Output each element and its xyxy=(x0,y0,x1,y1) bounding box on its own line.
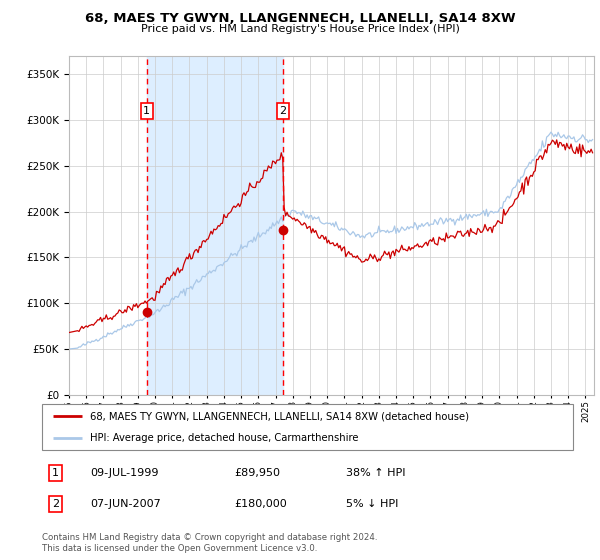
Text: Contains HM Land Registry data © Crown copyright and database right 2024.
This d: Contains HM Land Registry data © Crown c… xyxy=(42,533,377,553)
Text: 07-JUN-2007: 07-JUN-2007 xyxy=(90,499,161,509)
Text: 68, MAES TY GWYN, LLANGENNECH, LLANELLI, SA14 8XW: 68, MAES TY GWYN, LLANGENNECH, LLANELLI,… xyxy=(85,12,515,25)
Text: £89,950: £89,950 xyxy=(234,468,280,478)
Text: £180,000: £180,000 xyxy=(234,499,287,509)
Bar xyxy=(147,56,283,395)
Text: HPI: Average price, detached house, Carmarthenshire: HPI: Average price, detached house, Carm… xyxy=(90,433,359,443)
Text: 38% ↑ HPI: 38% ↑ HPI xyxy=(346,468,406,478)
Text: 1: 1 xyxy=(52,468,59,478)
Text: 1: 1 xyxy=(143,106,151,116)
FancyBboxPatch shape xyxy=(42,404,574,450)
Text: Price paid vs. HM Land Registry's House Price Index (HPI): Price paid vs. HM Land Registry's House … xyxy=(140,24,460,34)
Text: 68, MAES TY GWYN, LLANGENNECH, LLANELLI, SA14 8XW (detached house): 68, MAES TY GWYN, LLANGENNECH, LLANELLI,… xyxy=(90,411,469,421)
Text: 09-JUL-1999: 09-JUL-1999 xyxy=(90,468,158,478)
Text: 2: 2 xyxy=(280,106,287,116)
Text: 2: 2 xyxy=(52,499,59,509)
Text: 5% ↓ HPI: 5% ↓ HPI xyxy=(346,499,399,509)
